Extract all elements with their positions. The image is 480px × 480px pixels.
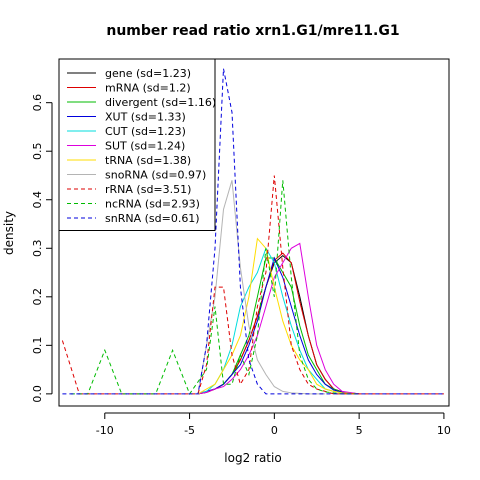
legend-entry: rRNA (sd=3.51)	[105, 183, 191, 196]
y-tick-label: 0.5	[31, 142, 44, 160]
x-axis: -10 -5 0 5 10	[96, 412, 451, 437]
series-line	[197, 237, 360, 395]
legend-entry: divergent (sd=1.16)	[105, 96, 216, 109]
series-line	[197, 180, 326, 395]
y-tick-label: 0.4	[31, 191, 44, 209]
legend-entry: snoRNA (sd=0.97)	[105, 169, 206, 182]
y-tick-label: 0.6	[31, 94, 44, 112]
legend-entry: gene (sd=1.23)	[105, 67, 191, 80]
x-tick-label: -5	[184, 424, 195, 437]
plot-frame	[58, 58, 450, 407]
legend-entry: XUT (sd=1.33)	[105, 111, 186, 124]
legend-entry: snRNA (sd=0.61)	[105, 212, 200, 225]
legend-entry: ncRNA (sd=2.93)	[105, 198, 200, 211]
series-line	[62, 68, 444, 395]
series-lines	[61, 68, 444, 395]
x-tick-label: 0	[271, 424, 278, 437]
legend-entry: CUT (sd=1.23)	[105, 125, 186, 138]
series-line	[70, 180, 360, 395]
y-axis: 0.0 0.1 0.2 0.3 0.4 0.5 0.6	[31, 94, 53, 403]
y-tick-label: 0.0	[31, 385, 44, 403]
y-axis-label: density	[2, 211, 16, 255]
legend-entry: SUT (sd=1.24)	[105, 140, 185, 153]
legend: gene (sd=1.23) mRNA (sd=1.2)divergent (sd…	[58, 58, 216, 231]
x-tick-label: -10	[96, 424, 114, 437]
series-line	[197, 254, 360, 395]
legend-entry: mRNA (sd=1.2)	[105, 82, 191, 95]
legend-entry: tRNA (sd=1.38)	[105, 154, 191, 167]
x-tick-label: 10	[437, 424, 451, 437]
series-line	[197, 242, 360, 395]
x-axis-label: log2 ratio	[224, 451, 281, 465]
y-tick-label: 0.2	[31, 288, 44, 306]
chart-title: number read ratio xrn1.G1/mre11.G1	[106, 23, 399, 39]
y-tick-label: 0.1	[31, 337, 44, 355]
y-tick-label: 0.3	[31, 240, 44, 257]
x-tick-label: 5	[356, 424, 363, 437]
